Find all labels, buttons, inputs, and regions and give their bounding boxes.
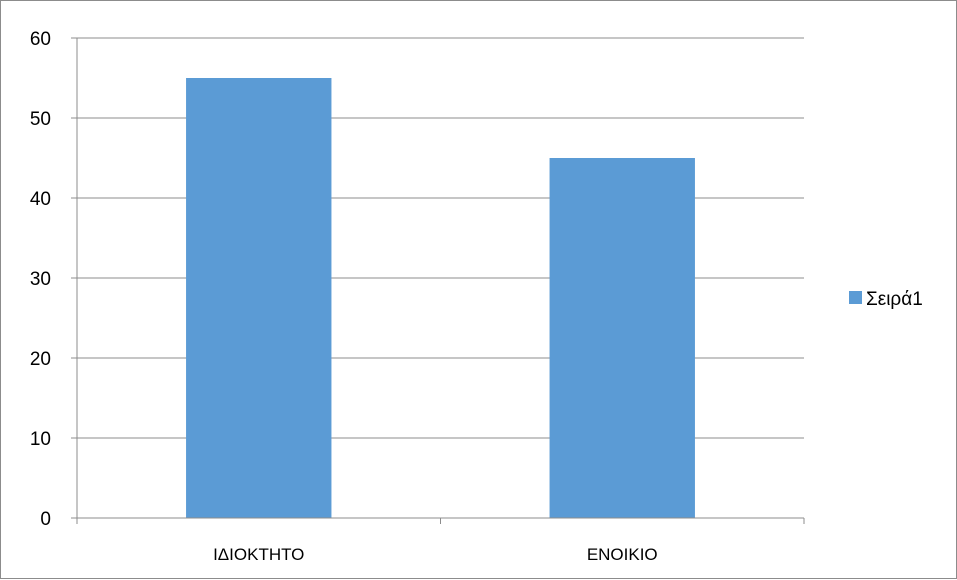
x-tick-label: ΕΝΟΙΚΙΟ — [587, 545, 658, 564]
x-tick-labels: ΙΔΙΟΚΤΗΤΟ ΕΝΟΙΚΙΟ — [213, 545, 658, 564]
bars — [186, 78, 695, 518]
legend-swatch — [849, 291, 862, 304]
y-tick-label: 0 — [40, 509, 51, 530]
legend: Σειρά1 — [849, 289, 923, 310]
y-tick-label: 30 — [30, 269, 51, 290]
axes — [71, 38, 805, 524]
y-tick-label: 20 — [30, 349, 51, 370]
y-tick-label: 10 — [30, 429, 51, 450]
legend-label: Σειρά1 — [866, 289, 923, 310]
x-tick-label: ΙΔΙΟΚΤΗΤΟ — [213, 545, 304, 564]
y-tick-label: 60 — [30, 29, 51, 50]
y-tick-label: 40 — [30, 189, 51, 210]
bar — [186, 78, 332, 518]
y-tick-label: 50 — [30, 109, 51, 130]
bar — [549, 158, 695, 518]
y-tick-labels: 0 10 20 30 40 50 60 — [30, 29, 51, 530]
